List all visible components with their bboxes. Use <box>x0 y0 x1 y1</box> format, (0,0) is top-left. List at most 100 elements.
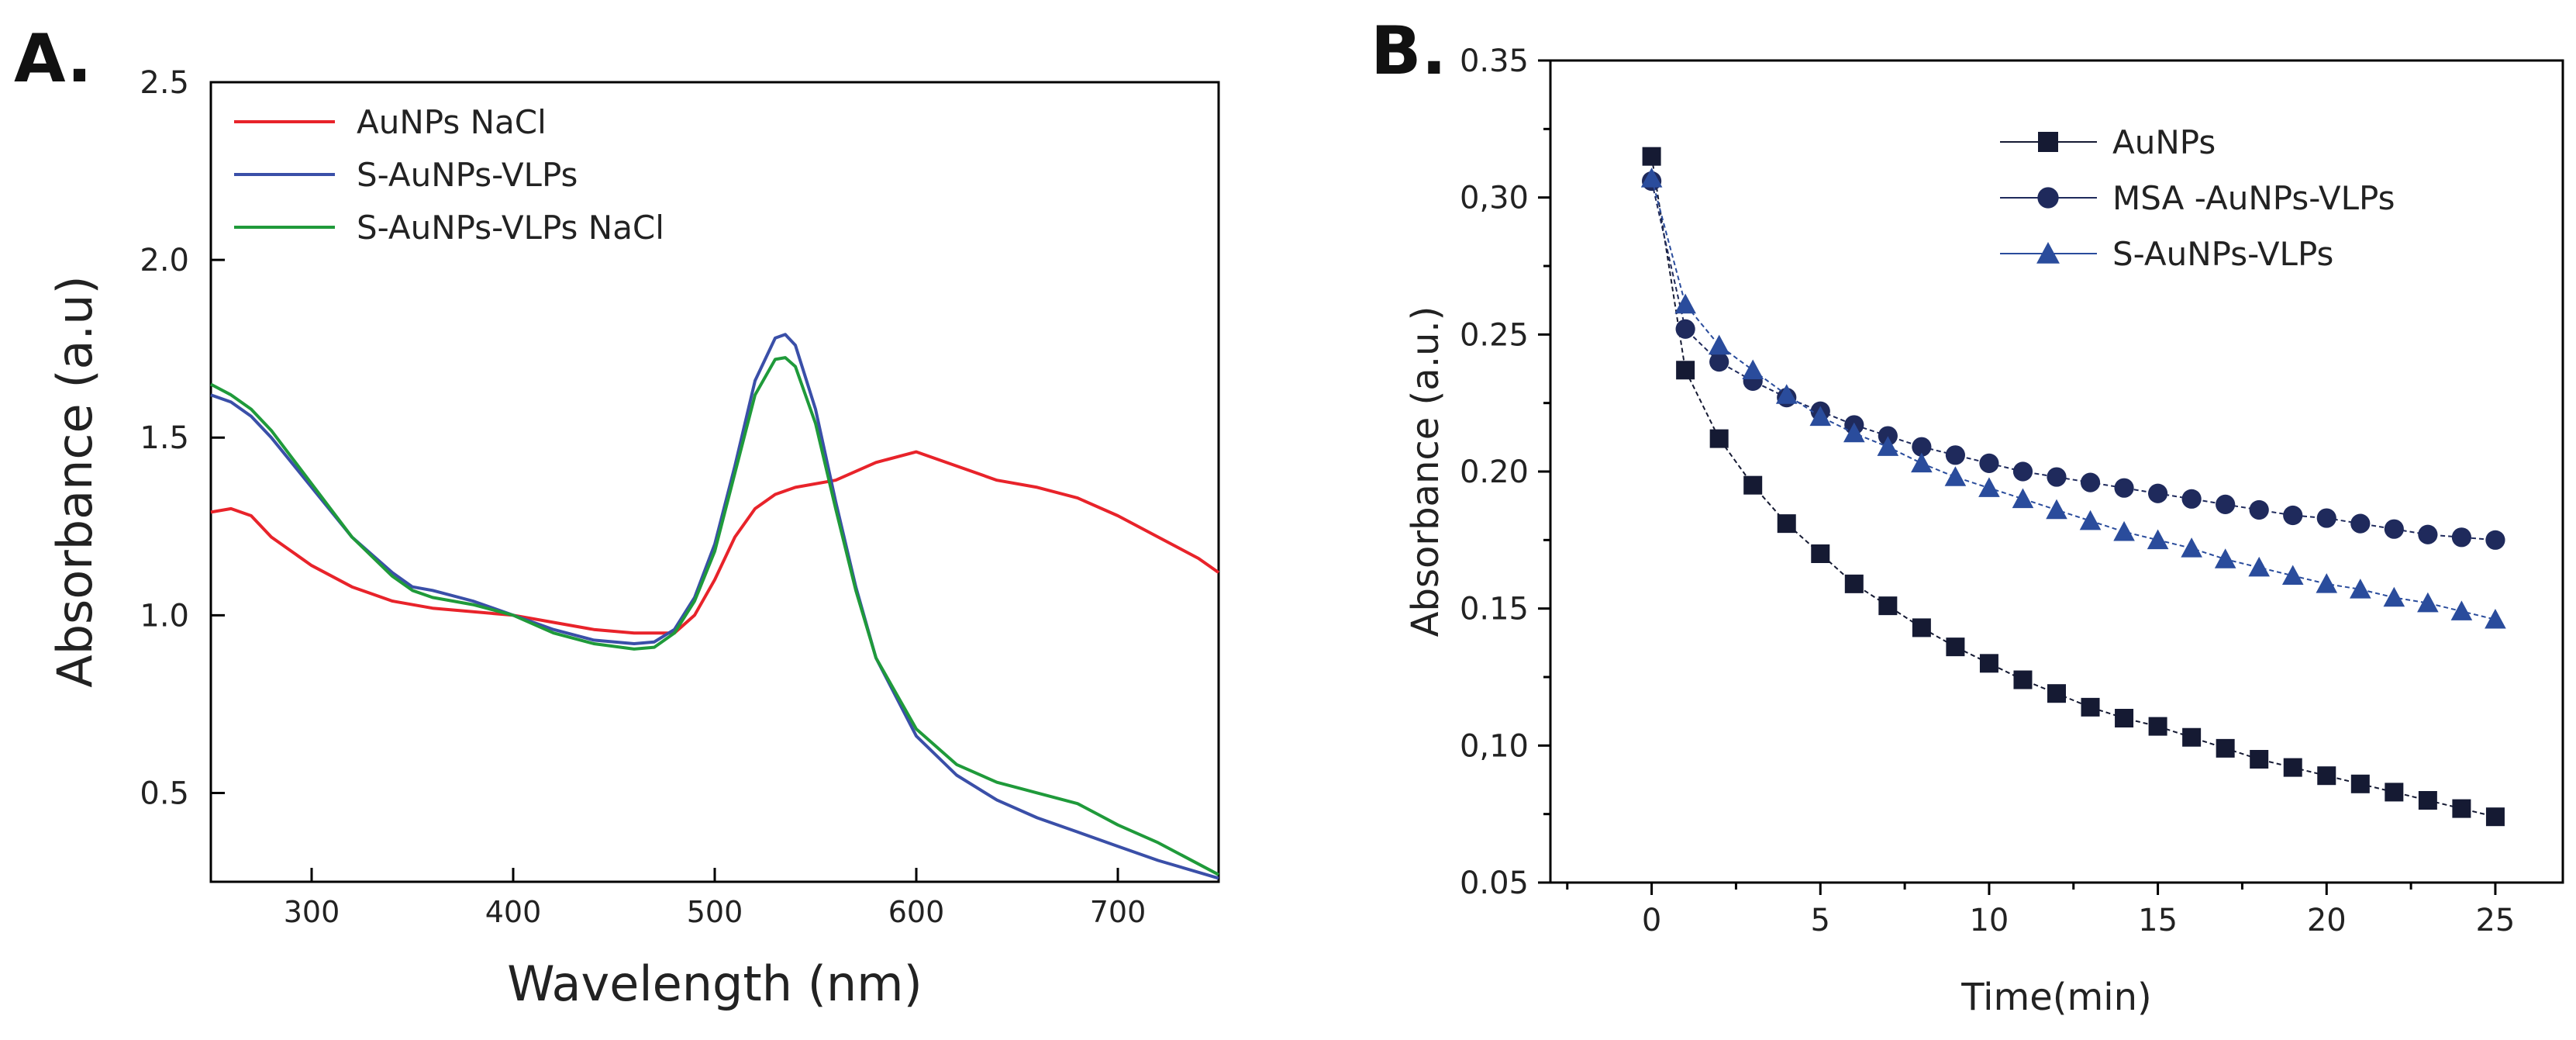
panel-b-data-point <box>2283 758 2302 777</box>
panel-b-y-tick-label: 0.25 <box>1460 317 1529 353</box>
panel-b-data-point <box>2012 488 2034 509</box>
panel-b-x-tick-label: 15 <box>2138 903 2178 938</box>
panel-b-y-tick-label: 0.20 <box>1460 454 1529 490</box>
panel-b-legend-label: S-AuNPs-VLPs <box>2112 235 2333 273</box>
panel-b-data-point <box>1944 466 1967 486</box>
panel-b-data-point <box>1742 359 1764 379</box>
panel-b-data-point <box>1709 352 1729 372</box>
panel-b-data-point <box>1979 654 1998 673</box>
panel-a-legend-label: AuNPs NaCl <box>357 103 547 141</box>
panel-b-data-point <box>1978 477 2000 497</box>
panel-a-x-tick-label: 400 <box>485 895 542 929</box>
panel-b-data-point <box>1676 361 1695 380</box>
panel-b-data-point <box>2081 697 2100 717</box>
panel-b-data-point <box>2485 609 2506 629</box>
panel-a-series-line-1 <box>210 333 1219 880</box>
panel-a-legend: AuNPs NaCl S-AuNPs-VLPs S-AuNPs-VLPs NaCl <box>234 103 664 247</box>
panel-b-x-tick-label: 25 <box>2475 903 2515 938</box>
panel-b-data-point <box>1809 406 1832 427</box>
panel-b-label: B. <box>1371 12 1447 90</box>
panel-a: A. 300 400 500 600 700 0.5 1.0 1.5 2.0 2.5 AuNPs… <box>14 20 1220 1012</box>
panel-b-x-tick-label: 5 <box>1811 903 1830 938</box>
panel-b-data-point <box>1912 618 1931 637</box>
panel-b-data-point <box>2013 670 2033 689</box>
panel-b-data-point <box>1979 453 1999 474</box>
panel-b-data-point <box>1946 637 1965 657</box>
panel-b-data-point <box>1911 452 1933 473</box>
panel-b-data-point <box>2113 520 2135 541</box>
panel-b-data-point <box>2115 709 2134 727</box>
panel-a-legend-label: S-AuNPs-VLPs <box>357 156 578 194</box>
panel-b-data-point <box>2148 717 2167 736</box>
panel-b-x-ticks: 0 5 10 15 20 25 <box>1566 883 2515 938</box>
panel-a-y-tick-label: 1.0 <box>140 598 189 634</box>
panel-a-y-ticks: 0.5 1.0 1.5 2.0 2.5 <box>140 65 225 811</box>
panel-b-data-point <box>2216 494 2236 515</box>
panel-b-data-point <box>2452 799 2471 818</box>
panel-b-data-point <box>2250 750 2269 769</box>
panel-b-series <box>1640 147 2506 827</box>
panel-b-y-tick-label: 0.35 <box>1460 43 1529 79</box>
panel-b-data-point <box>2047 684 2066 703</box>
panel-b-data-point <box>1743 475 1763 495</box>
panel-b-data-point <box>2080 472 2101 492</box>
panel-b-data-point <box>2182 727 2202 747</box>
panel-b-data-point <box>2317 766 2336 786</box>
panel-b-data-point <box>1777 514 1796 534</box>
panel-a-x-tick-label: 600 <box>888 895 945 929</box>
panel-b-y-tick-label: 0.15 <box>1460 592 1529 627</box>
panel-b-legend-label: AuNPs <box>2112 123 2216 161</box>
panel-b-data-point <box>1912 437 1932 457</box>
panel-b-data-point <box>1811 544 1830 563</box>
panel-b-data-point <box>2383 586 2405 607</box>
panel-b-data-point <box>2114 478 2134 498</box>
panel-b-y-tick-label: 0,30 <box>1460 181 1529 216</box>
panel-b-data-point <box>2316 508 2336 528</box>
panel-b-data-point <box>2148 483 2168 503</box>
panel-b-data-point <box>2046 499 2067 520</box>
panel-b-data-point <box>2181 489 2202 509</box>
panel-b-series-line-1 <box>1650 181 2495 541</box>
panel-b-data-point <box>1844 574 1864 593</box>
panel-b-y-tick-label: 0.05 <box>1460 866 1529 901</box>
panel-b-data-point <box>2147 529 2169 550</box>
panel-a-series-line-2 <box>210 356 1219 876</box>
panel-a-plot-frame <box>209 81 1220 883</box>
panel-b-data-point <box>2451 527 2471 548</box>
panel-b-data-point <box>1709 429 1729 448</box>
panel-b-x-tick-label: 20 <box>2307 903 2347 938</box>
panel-b-data-point <box>2350 513 2371 534</box>
panel-b: B. 0 5 10 15 20 25 0.050,100.150.200.250,300.… <box>1371 12 2564 1019</box>
panel-b-data-point <box>1640 168 1663 188</box>
panel-b-data-point <box>2417 592 2439 613</box>
panel-b-data-point <box>1877 436 1899 456</box>
panel-b-legend-marker <box>2036 242 2060 264</box>
panel-a-series-line-0 <box>210 450 1220 635</box>
panel-b-data-point <box>1708 334 1730 355</box>
panel-a-series <box>210 333 1220 880</box>
panel-a-x-tick-label: 300 <box>284 895 340 929</box>
panel-a-y-axis-label: Absorbance (a.u) <box>47 275 103 687</box>
panel-a-y-tick-label: 1.5 <box>140 420 189 456</box>
panel-b-data-point <box>1674 293 1696 314</box>
panel-b-data-point <box>2350 579 2371 599</box>
panel-b-y-axis-label: Absorbance (a.u.) <box>1404 306 1447 637</box>
panel-b-data-point <box>2248 556 2270 577</box>
panel-b-legend-marker <box>2037 187 2059 209</box>
panel-a-y-tick-label: 2.5 <box>140 65 189 101</box>
panel-b-legend: AuNPs MSA -AuNPs-VLPs S-AuNPs-VLPs <box>2000 123 2395 273</box>
panel-b-data-point <box>1843 422 1865 443</box>
panel-b-data-point <box>2283 505 2303 526</box>
panel-b-data-point <box>2385 783 2404 802</box>
panel-b-x-tick-label: 0 <box>1642 903 1661 938</box>
panel-b-data-point <box>1878 426 1898 446</box>
panel-b-data-point <box>2316 573 2338 593</box>
panel-b-y-tick-label: 0,10 <box>1460 728 1529 764</box>
panel-b-series-line-0 <box>1650 156 2496 818</box>
panel-b-data-point <box>1878 596 1898 616</box>
panel-b-data-point <box>2384 519 2404 539</box>
panel-b-data-point <box>2012 461 2033 482</box>
panel-b-legend-label: MSA -AuNPs-VLPs <box>2112 179 2395 217</box>
panel-a-x-axis-label: Wavelength (nm) <box>507 955 922 1012</box>
